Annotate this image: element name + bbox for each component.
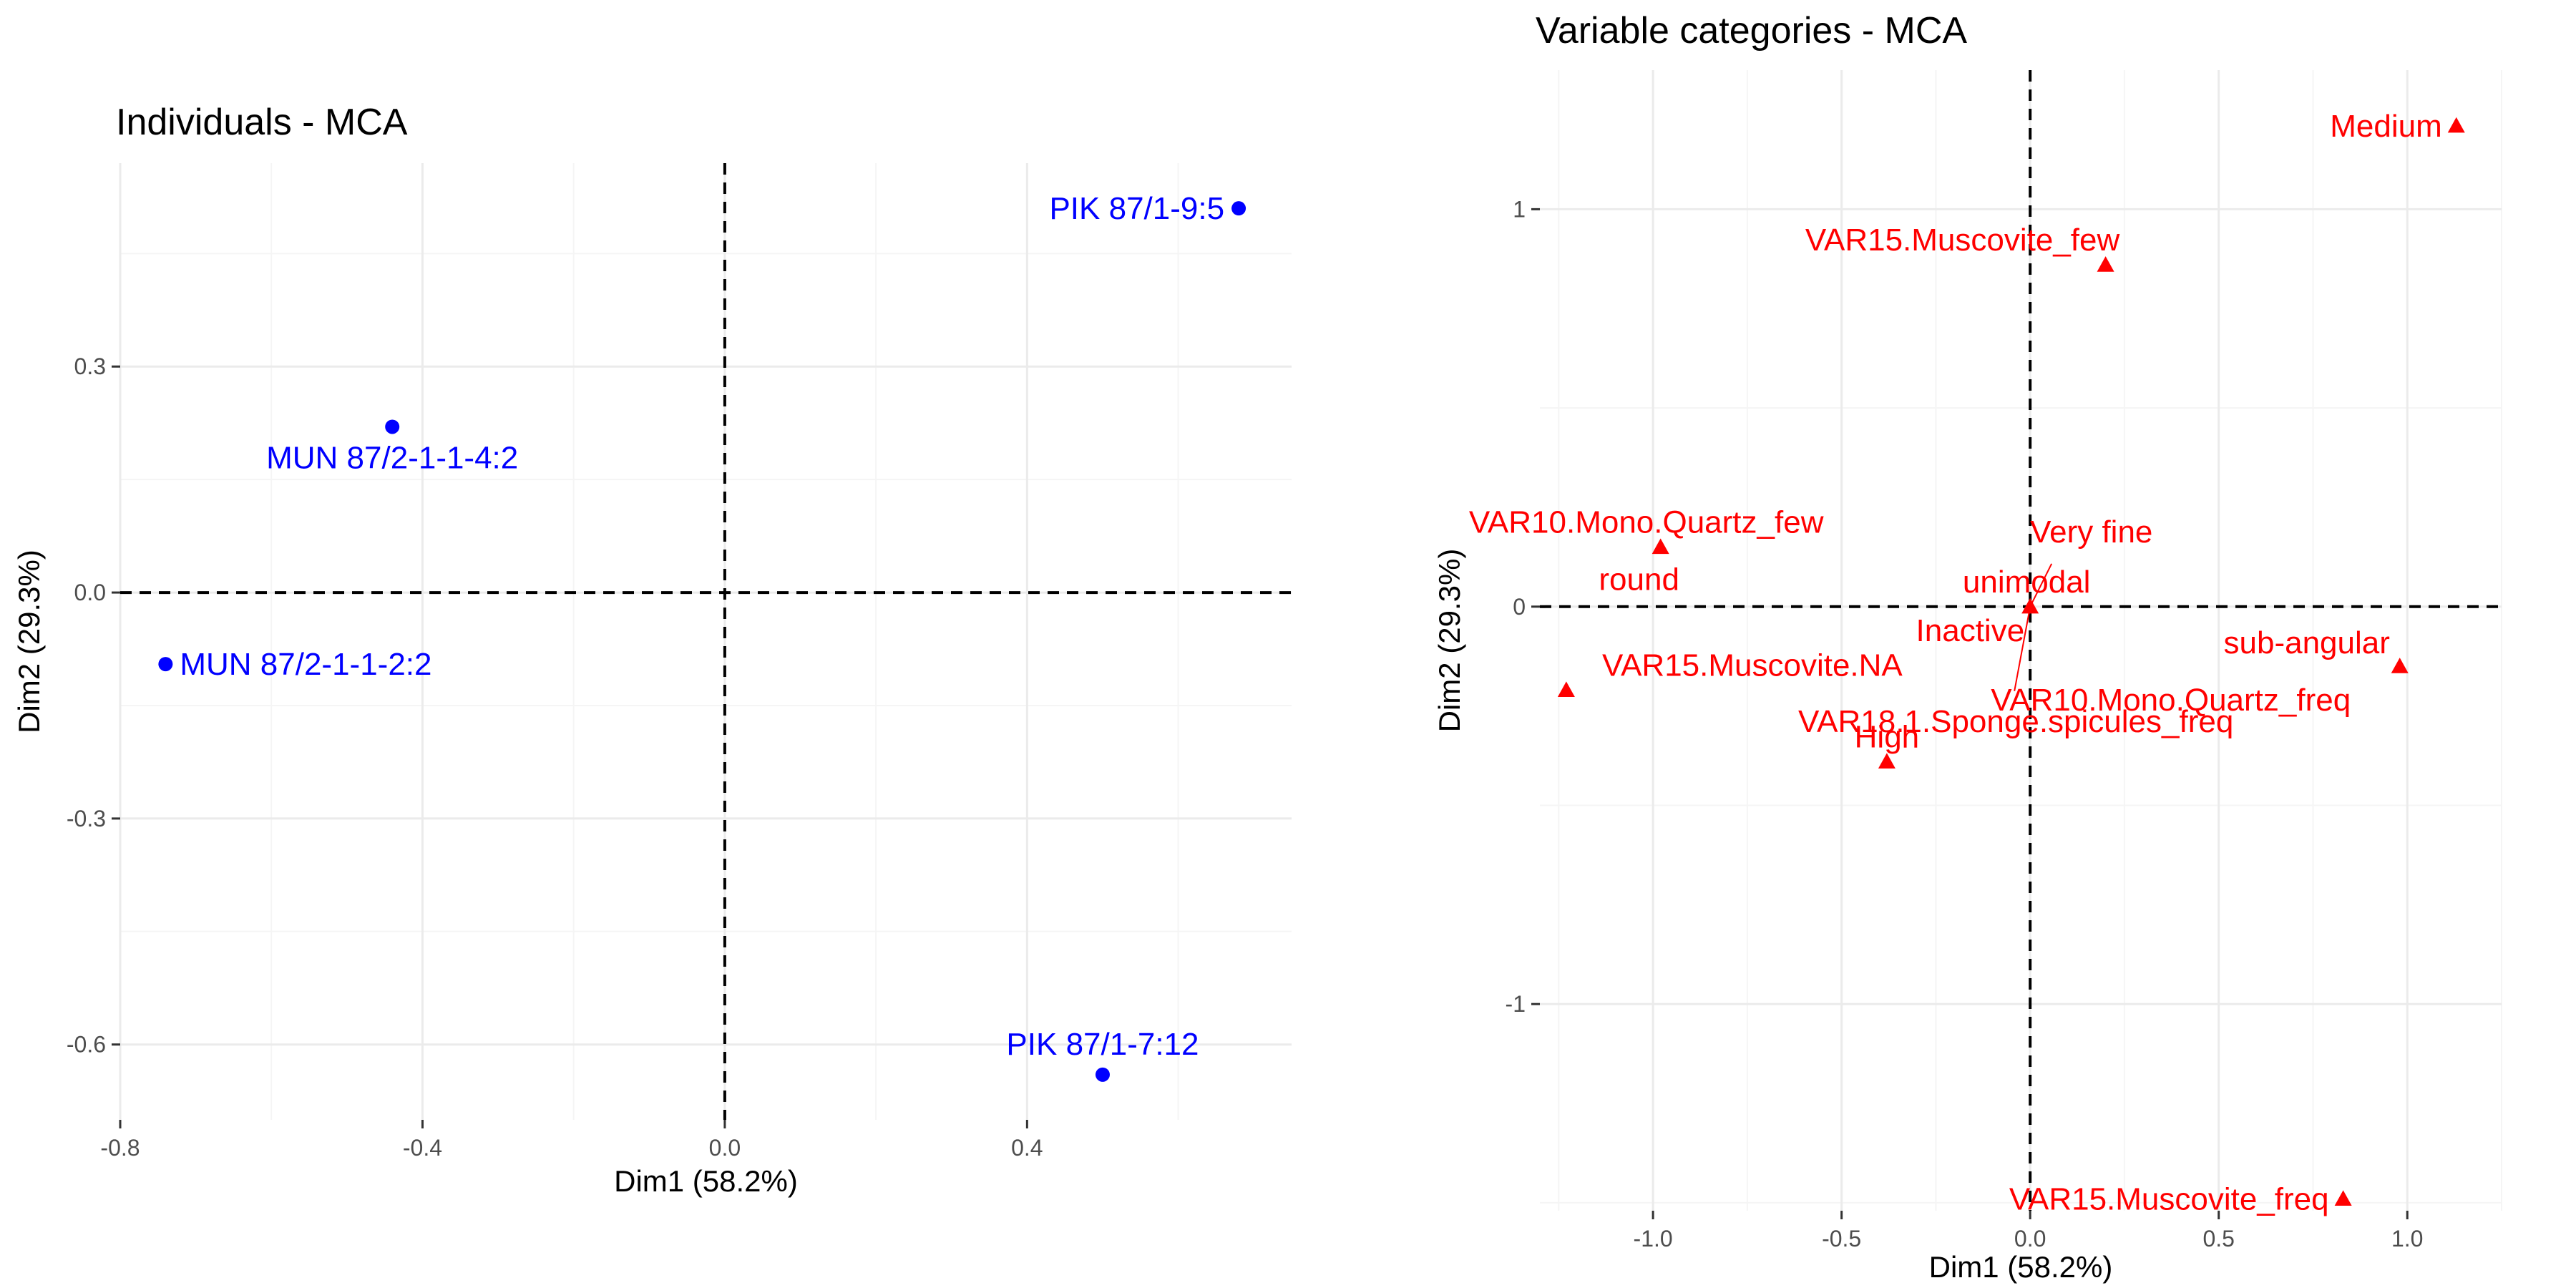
x-axis-label: Dim1 (58.2%) <box>1929 1250 2113 1284</box>
y-axis-label: Dim2 (29.3%) <box>1433 549 1466 733</box>
x-tick-label: -0.4 <box>403 1135 442 1161</box>
data-points: Medium VAR15.Muscovite_few VAR10.Mono.Quar… <box>1469 109 2465 1216</box>
scatter-point <box>385 419 400 434</box>
point-label: VAR15.Muscovite_few <box>1805 223 2120 258</box>
scatter-point <box>2097 256 2114 272</box>
point-label: Inactive <box>1916 613 2025 648</box>
chart-panel-2: -1.0 -0.5 0.0 0.5 1.0 -1 0 1 Variable categories… <box>1433 10 2502 1284</box>
point-label: VAR10.Mono.Quartz_few <box>1469 504 1824 540</box>
point-label: Very fine <box>2030 514 2152 550</box>
y-tick-label: -0.6 <box>67 1032 106 1058</box>
chart-title: Variable categories - MCA <box>1536 10 1967 52</box>
y-tick-label: 0.0 <box>74 580 106 605</box>
x-tick-label: 1.0 <box>2391 1226 2423 1252</box>
scatter-point <box>1557 681 1575 698</box>
x-tick-label: 0.4 <box>1011 1135 1043 1161</box>
scatter-point <box>1095 1067 1110 1082</box>
x-tick-label: 0.0 <box>2014 1226 2046 1252</box>
point-label: PIK 87/1-7:12 <box>1006 1027 1199 1062</box>
point-label: PIK 87/1-9:5 <box>1049 191 1224 226</box>
label-leader-line <box>2029 563 2053 608</box>
point-label: VAR15.Muscovite_freq <box>2009 1181 2329 1216</box>
scatter-point <box>1878 753 1896 769</box>
y-tick-label: 0.3 <box>74 353 106 379</box>
y-tick-label: 0 <box>1513 594 1526 620</box>
x-tick-label: -0.8 <box>100 1135 140 1161</box>
y-tick-label: -0.3 <box>67 806 106 831</box>
point-label: unimodal <box>1963 565 2091 600</box>
point-label: VAR15.Muscovite.NA <box>1602 648 1903 683</box>
scatter-point <box>1231 201 1246 216</box>
scatter-point <box>2447 117 2465 133</box>
scatter-point <box>2334 1190 2352 1206</box>
data-points: PIK 87/1-9:5 MUN 87/2-1-1-4:2 MUN 87/2-1-1… <box>158 191 1246 1082</box>
chart-panel-1: -0.8 -0.4 0.0 0.4 -0.6 -0.3 0.0 0.3 Individuals … <box>12 102 1292 1198</box>
x-tick-label: -1.0 <box>1634 1226 1673 1252</box>
y-tick-label: -1 <box>1506 991 1526 1017</box>
x-axis-label: Dim1 (58.2%) <box>614 1164 798 1198</box>
point-label: sub-angular <box>2224 625 2390 660</box>
y-tick-label: 1 <box>1513 196 1526 222</box>
point-label: MUN 87/2-1-1-2:2 <box>180 647 431 682</box>
point-label: VAR18.1.Sponge.spicules_freq <box>1798 704 2233 739</box>
y-axis-label: Dim2 (29.3%) <box>12 550 46 733</box>
gridlines <box>119 163 1292 1120</box>
x-tick-label: -0.5 <box>1822 1226 1861 1252</box>
x-tick-label: 0.5 <box>2202 1226 2234 1252</box>
x-tick-label: 0.0 <box>709 1135 741 1161</box>
point-label: MUN 87/2-1-1-4:2 <box>266 440 518 475</box>
scatter-point <box>158 657 173 672</box>
chart-title: Individuals - MCA <box>116 102 408 143</box>
label-leader-line <box>2014 606 2031 691</box>
point-label: Medium <box>2330 109 2442 144</box>
scatter-point <box>1652 538 1669 555</box>
point-label: round <box>1599 562 1679 597</box>
point-label: VAR10.Mono.Quartz_freq <box>1991 683 2351 718</box>
point-label: High <box>1855 719 1920 754</box>
scatter-point <box>2391 658 2409 673</box>
